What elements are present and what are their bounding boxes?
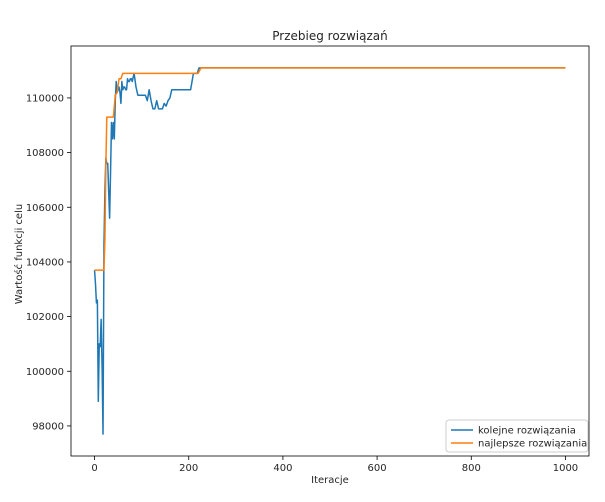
- y-tick-label: 102000: [26, 312, 64, 323]
- plot-area: [93, 67, 566, 435]
- x-tick-label: 400: [273, 463, 292, 474]
- y-tick-label: 104000: [26, 257, 64, 268]
- series-line-najlepsze: [94, 67, 566, 271]
- legend-label-kolejne: kolejne rozwiązania: [478, 426, 576, 437]
- y-tick-label: 106000: [26, 203, 64, 214]
- x-tick-label: 0: [91, 463, 97, 474]
- x-tick-label: 1000: [553, 463, 578, 474]
- series-line-kolejne: [93, 67, 566, 435]
- legend-label-najlepsze: najlepsze rozwiązania: [478, 439, 587, 450]
- legend: kolejne rozwiązania najlepsze rozwiązani…: [445, 419, 589, 453]
- chart-title: Przebieg rozwiązań: [272, 29, 387, 43]
- x-axis-label: Iteracje: [311, 475, 349, 486]
- y-tick-label: 110000: [26, 93, 64, 104]
- x-tick-label: 600: [368, 463, 387, 474]
- x-tick-label: 200: [179, 463, 198, 474]
- x-tick-label: 800: [462, 463, 481, 474]
- y-axis-label: Wartość funkcji celu: [13, 204, 25, 304]
- x-axis: 0 200 400 600 800 1000: [91, 456, 578, 474]
- y-axis: 98000 100000 102000 104000 106000 108000 11000…: [26, 93, 71, 432]
- y-tick-label: 98000: [32, 421, 64, 432]
- plot-frame: [70, 45, 590, 457]
- y-tick-label: 100000: [26, 367, 64, 378]
- legend-box: [445, 419, 589, 453]
- y-tick-label: 108000: [26, 148, 64, 159]
